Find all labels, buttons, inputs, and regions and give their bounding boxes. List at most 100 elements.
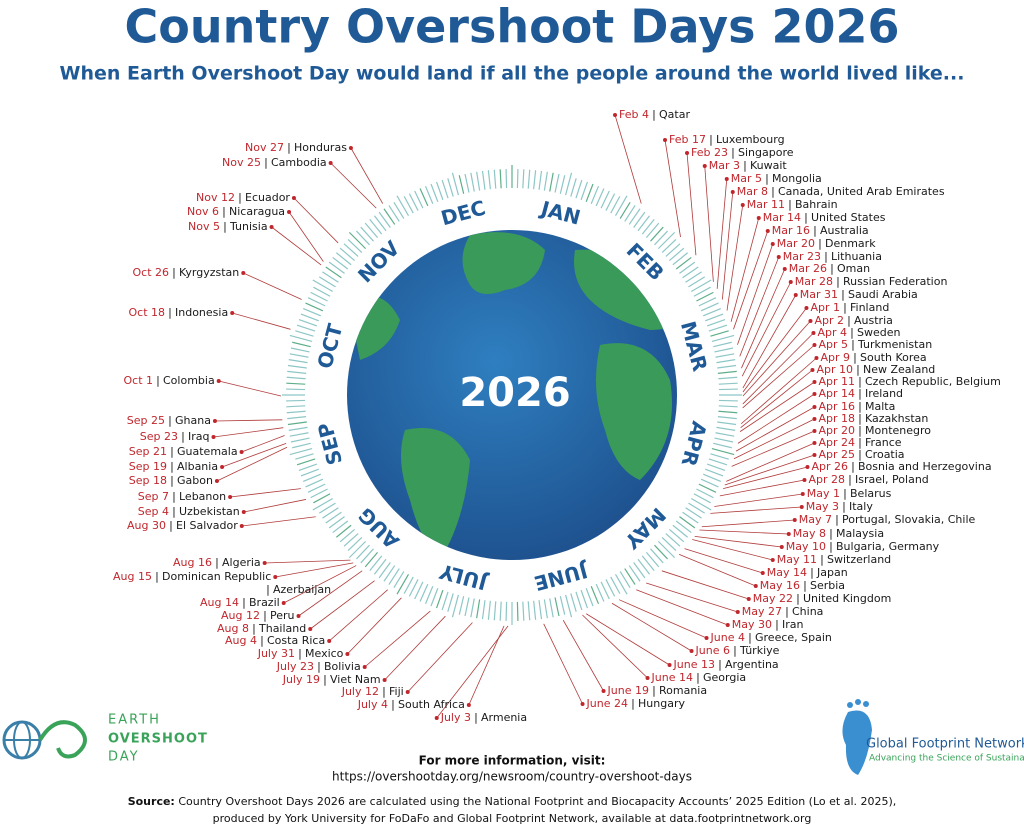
entry-country: Serbia <box>810 579 845 592</box>
ring-tick <box>287 416 307 420</box>
leader-dot <box>239 524 244 528</box>
ring-tick <box>718 405 738 408</box>
leader-line <box>733 230 769 330</box>
ring-tick <box>373 215 387 232</box>
entry-date: July 12 <box>341 685 379 698</box>
separator: | <box>743 159 747 172</box>
separator: | <box>843 301 847 314</box>
separator: | <box>172 505 176 518</box>
entry-country: Dominican Republic <box>162 570 271 583</box>
ring-tick <box>430 183 439 202</box>
ring-tick <box>487 170 491 190</box>
entry-date: May 16 <box>760 579 800 592</box>
leader-line <box>721 191 734 300</box>
leader-line <box>742 332 814 405</box>
ring-tick <box>654 230 669 246</box>
entry-date: Sep 19 <box>129 460 167 473</box>
entry-country: Kazakhstan <box>865 412 928 425</box>
entry-country: Honduras <box>294 141 347 154</box>
ring-tick <box>295 453 314 460</box>
leader-dot <box>782 267 787 271</box>
leader-line <box>735 406 815 452</box>
leader-line <box>407 622 473 693</box>
entry-country: Tunisia <box>229 220 268 233</box>
separator: | <box>771 185 775 198</box>
separator: | <box>765 172 769 185</box>
leader-line <box>731 430 815 467</box>
separator: | <box>223 220 227 233</box>
ring-tick <box>641 555 655 572</box>
ring-tick <box>393 571 405 589</box>
entry-country: Bolivia <box>324 660 361 673</box>
ring-tick <box>388 205 400 222</box>
ring-tick <box>476 171 481 191</box>
ring-tick <box>693 286 711 297</box>
ring-tick <box>585 183 594 202</box>
ring-tick <box>711 334 735 343</box>
leader-dot <box>704 636 709 640</box>
ring-tick <box>378 562 391 579</box>
leader-dot <box>212 419 217 423</box>
leader-line <box>741 268 786 369</box>
separator: | <box>835 513 839 526</box>
leader-lines <box>211 113 819 720</box>
leader-dot <box>348 146 353 150</box>
leader-dot <box>230 311 235 315</box>
leader-dot <box>765 229 770 233</box>
ring-tick <box>675 520 692 534</box>
entry-date: June 4 <box>710 631 745 644</box>
ring-tick <box>499 169 502 189</box>
separator: | <box>323 673 327 686</box>
ring-tick <box>318 276 336 288</box>
entry-country: Colombia <box>163 374 215 387</box>
entry-date: July 19 <box>282 673 320 686</box>
leader-line <box>737 393 815 444</box>
separator: | <box>696 671 700 684</box>
leader-dot <box>296 614 301 618</box>
entry-country: Iran <box>782 618 804 631</box>
leader-dot <box>800 492 805 496</box>
ring-tick <box>347 238 363 253</box>
ring-tick <box>614 573 628 595</box>
source-line: produced by York University for FoDaFo a… <box>213 812 812 825</box>
ring-tick <box>287 370 307 374</box>
entry-country: Lebanon <box>179 490 226 503</box>
ring-tick <box>383 208 396 225</box>
entry-country: Sweden <box>857 326 900 339</box>
ring-tick <box>335 252 352 266</box>
leader-line <box>218 380 282 397</box>
leader-line <box>271 226 322 266</box>
separator: | <box>263 609 267 622</box>
ring-tick <box>288 359 308 364</box>
ring-tick <box>360 226 374 242</box>
ring-tick <box>549 598 554 618</box>
leader-dot <box>291 196 296 200</box>
ring-tick <box>675 256 692 270</box>
ring-tick <box>575 591 583 611</box>
separator: | <box>252 622 256 635</box>
entry-date: June 6 <box>695 644 730 657</box>
leader-dot <box>580 702 585 706</box>
separator: | <box>168 414 172 427</box>
leader-line <box>740 369 813 429</box>
ring-tick <box>711 447 735 456</box>
entry-country: Algeria <box>222 556 261 569</box>
leader-dot <box>613 113 618 117</box>
eod-logo-text: DAY <box>108 750 140 765</box>
ring-tick <box>641 218 655 235</box>
leader-line <box>686 152 697 256</box>
ring-tick <box>600 190 610 209</box>
ring-tick <box>580 589 589 609</box>
entry-date: Aug 12 <box>221 609 260 622</box>
separator: | <box>260 634 264 647</box>
leader-dot <box>362 665 367 669</box>
ring-tick <box>328 516 345 529</box>
ring-tick <box>716 359 736 364</box>
entry-country: Finland <box>850 301 889 314</box>
leader-dot <box>211 435 216 439</box>
leader-dot <box>273 575 278 579</box>
leader-dot <box>645 676 650 680</box>
ring-tick <box>289 447 313 456</box>
ring-tick <box>322 271 339 283</box>
